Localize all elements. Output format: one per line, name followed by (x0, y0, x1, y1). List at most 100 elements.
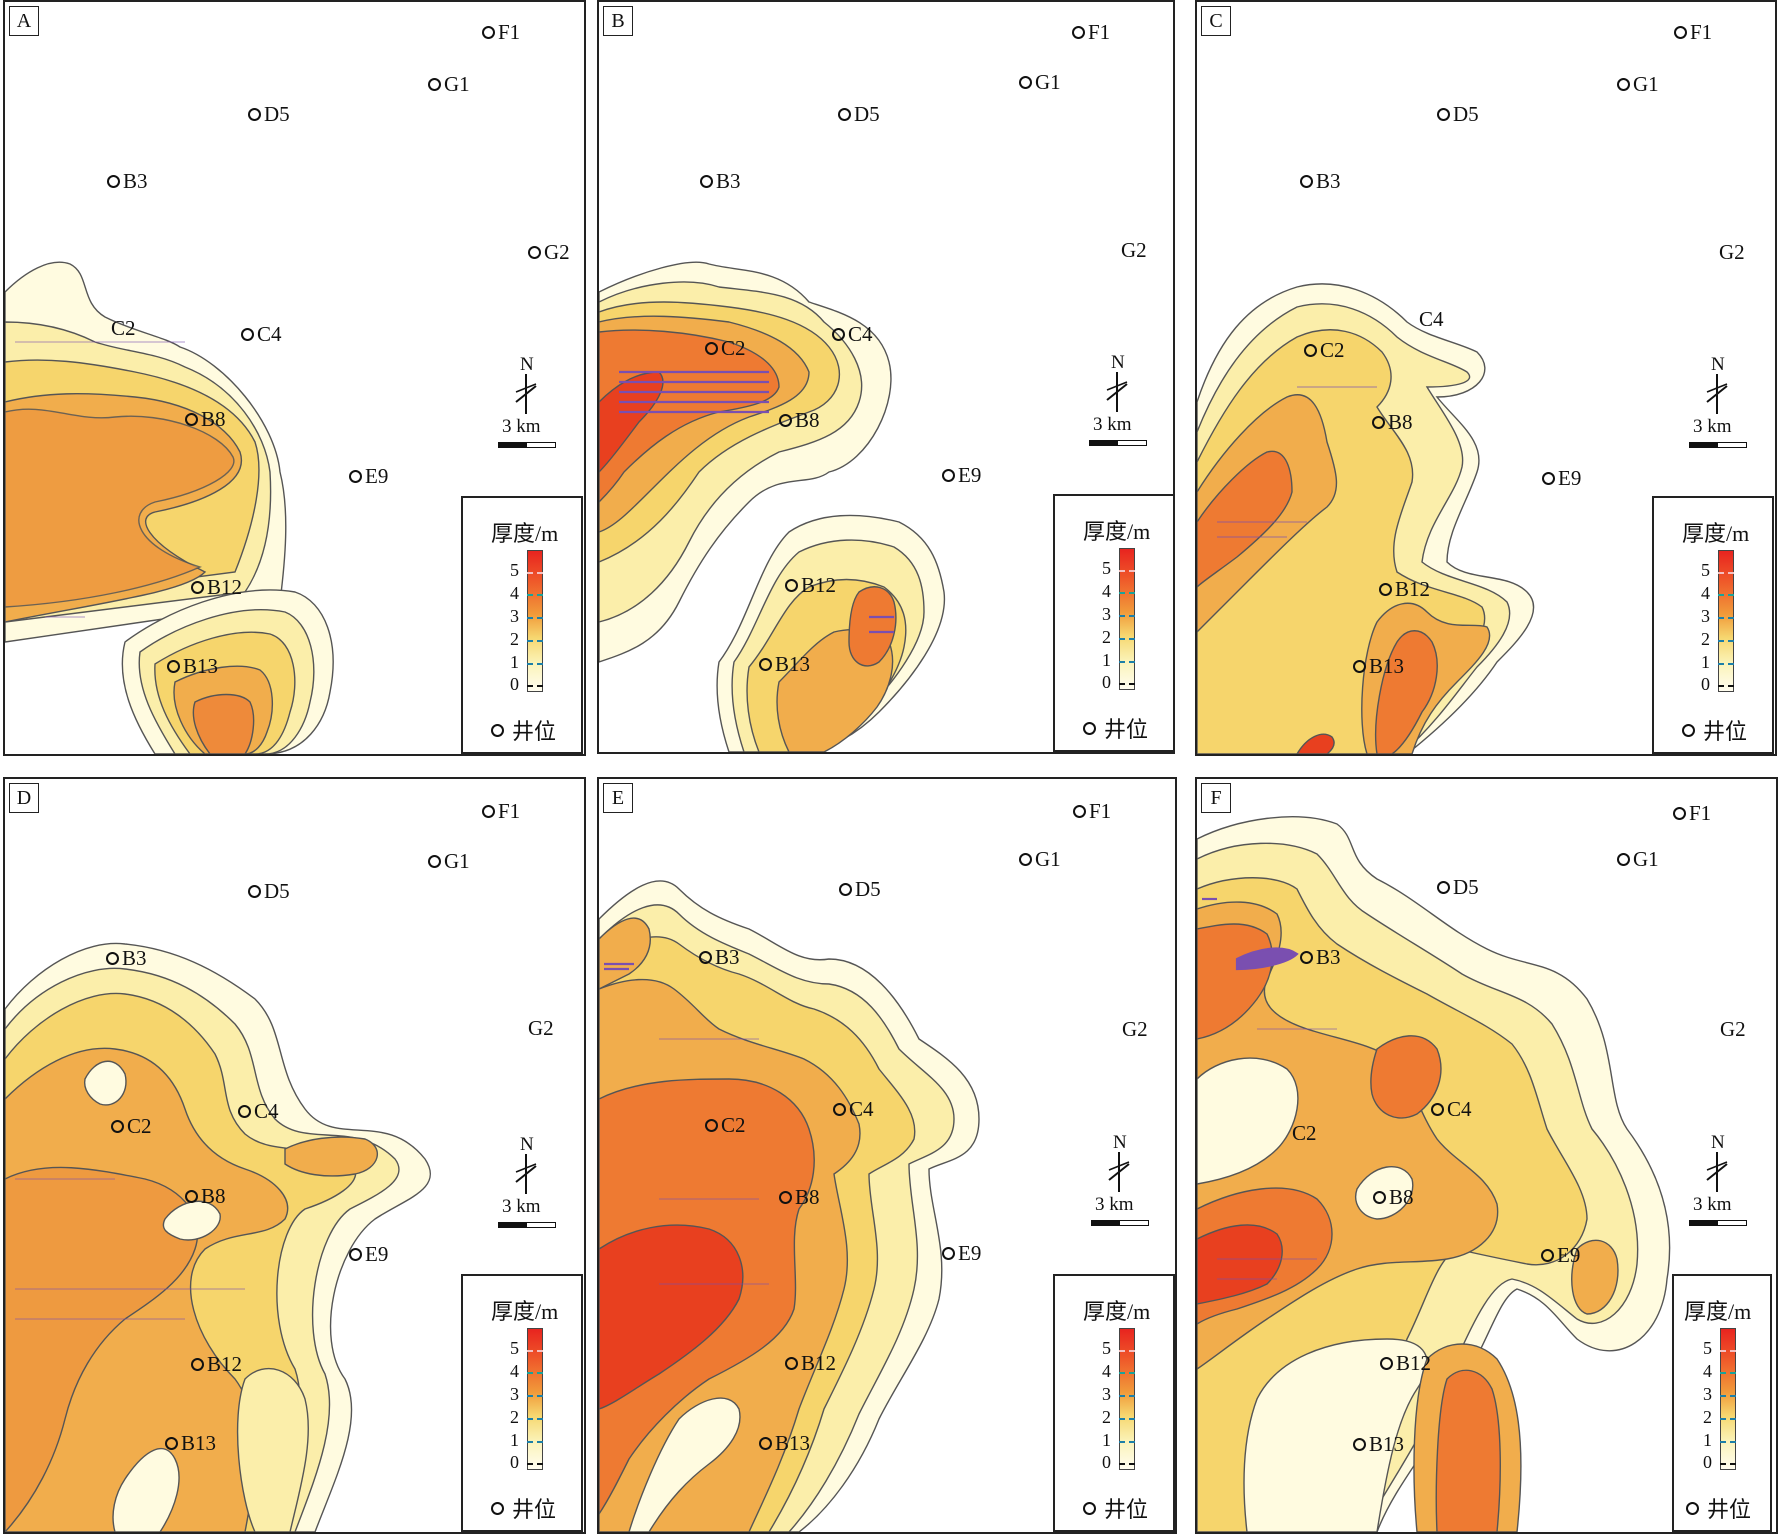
legend-well-key: 井位 (1083, 712, 1148, 744)
legend-tick-1: 1 (1703, 1430, 1712, 1450)
legend-tick-line (1720, 1395, 1736, 1397)
well-icon (528, 246, 541, 259)
well-marker-e9: E9 (942, 463, 981, 488)
legend-tick-line (527, 617, 543, 619)
scale-bar (1689, 442, 1747, 448)
well-icon (839, 883, 852, 896)
north-arrow-icon (515, 374, 537, 414)
legend-tick-5: 5 (1703, 1338, 1712, 1358)
legend-tick-line (527, 640, 543, 642)
north-arrow-scale: N 3 km (1687, 1132, 1747, 1232)
well-label: E9 (1557, 1243, 1581, 1267)
well-icon (699, 951, 712, 964)
well-marker-b3: B3 (1300, 169, 1341, 194)
legend-title: 厚度/m (491, 1299, 559, 1324)
legend-tick-line (527, 1441, 543, 1443)
legend-tick-3: 3 (1102, 1384, 1111, 1404)
well-label: B3 (123, 169, 148, 193)
north-arrow-scale: N 3 km (1687, 354, 1747, 454)
well-marker-b8: B8 (185, 407, 226, 432)
well-marker-b13: B13 (1353, 654, 1404, 679)
well-marker-d5: D5 (248, 879, 290, 904)
well-marker-d5: D5 (839, 877, 881, 902)
well-icon (1682, 723, 1695, 737)
well-label: F1 (1689, 801, 1712, 825)
well-label: B13 (1369, 1432, 1405, 1456)
well-marker-c4: C4 (833, 1097, 874, 1122)
well-icon (1353, 1438, 1366, 1451)
well-label: G1 (1633, 847, 1659, 871)
legend-tick-line (1119, 1441, 1135, 1443)
north-label: N (520, 354, 534, 375)
well-label: C4 (849, 1097, 874, 1121)
well-marker-c4: C4 (238, 1099, 279, 1124)
well-icon (1674, 26, 1687, 39)
well-icon (238, 1105, 251, 1118)
well-marker-g2: G2 (528, 240, 570, 265)
panel-label: A (9, 6, 39, 36)
well-icon (1380, 1357, 1393, 1370)
well-marker-f1: F1 (1673, 801, 1711, 826)
legend-well-key: 井位 (1083, 1492, 1148, 1524)
well-label: B13 (183, 654, 219, 678)
well-marker-b12: B12 (191, 1352, 242, 1377)
legend-tick-line (1119, 615, 1135, 617)
well-label: E9 (1558, 466, 1582, 490)
legend-tick-line (1718, 572, 1734, 574)
north-label: N (1711, 1132, 1725, 1153)
legend-tick-0: 0 (1102, 672, 1111, 692)
legend-tick-line (527, 1418, 543, 1420)
well-icon (1372, 416, 1385, 429)
well-label: B8 (201, 1184, 226, 1208)
well-icon (779, 1191, 792, 1204)
well-label: B13 (181, 1431, 217, 1455)
legend-tick-3: 3 (510, 1384, 519, 1404)
panel-c: C F1 G1 D5 B3 G2 C4 C2 B8 E9 B12 B13 N 3… (1195, 0, 1777, 756)
legend-tick-line (1119, 683, 1135, 685)
well-label: E9 (958, 463, 982, 487)
well-icon (111, 1120, 124, 1133)
well-icon (428, 78, 441, 91)
legend-tick-5: 5 (510, 1338, 519, 1358)
legend-well-key: 井位 (1686, 1492, 1751, 1524)
well-marker-c2: C2 (705, 336, 746, 361)
well-marker-d5: D5 (838, 102, 880, 127)
scale-label: 3 km (1693, 1194, 1732, 1215)
well-label: B8 (1388, 410, 1413, 434)
well-marker-b12: B12 (785, 573, 836, 598)
legend-tick-line (1119, 1350, 1135, 1352)
legend-well-label: 井位 (512, 719, 557, 744)
well-icon (1379, 583, 1392, 596)
legend-tick-line (1119, 1418, 1135, 1420)
well-marker-b8: B8 (185, 1184, 226, 1209)
legend-tick-line (1718, 685, 1734, 687)
thickness-legend: 厚度/m 5 4 3 2 1 0 井位 (1652, 496, 1774, 754)
legend-tick-2: 2 (1102, 627, 1111, 647)
north-label: N (1113, 1132, 1127, 1153)
well-icon (428, 855, 441, 868)
well-icon (185, 1190, 198, 1203)
well-label: C4 (257, 322, 282, 346)
well-marker-c2: C2 (705, 1113, 746, 1138)
legend-tick-2: 2 (1701, 629, 1710, 649)
well-label: C4 (848, 322, 873, 346)
well-icon (1083, 1501, 1096, 1515)
legend-tick-3: 3 (1102, 604, 1111, 624)
legend-tick-4: 4 (1703, 1361, 1712, 1381)
well-label: G1 (444, 72, 470, 96)
panel-e: E F1 G1 D5 B3 G2 C2 C4 B8 E9 B12 B13 N 3… (597, 777, 1177, 1534)
well-label: D5 (264, 102, 290, 126)
well-label: B8 (201, 407, 226, 431)
thickness-contour-map (5, 261, 334, 754)
well-marker-g1: G1 (1617, 72, 1659, 97)
legend-tick-4: 4 (1701, 583, 1710, 603)
well-icon (832, 328, 845, 341)
well-marker-e9: E9 (942, 1241, 981, 1266)
well-icon (838, 108, 851, 121)
well-marker-c4: C4 (1419, 307, 1444, 332)
scale-bar (498, 442, 556, 448)
legend-color-ramp (527, 550, 543, 692)
legend-well-label: 井位 (1104, 1497, 1149, 1522)
thickness-contour-map (599, 880, 980, 1532)
